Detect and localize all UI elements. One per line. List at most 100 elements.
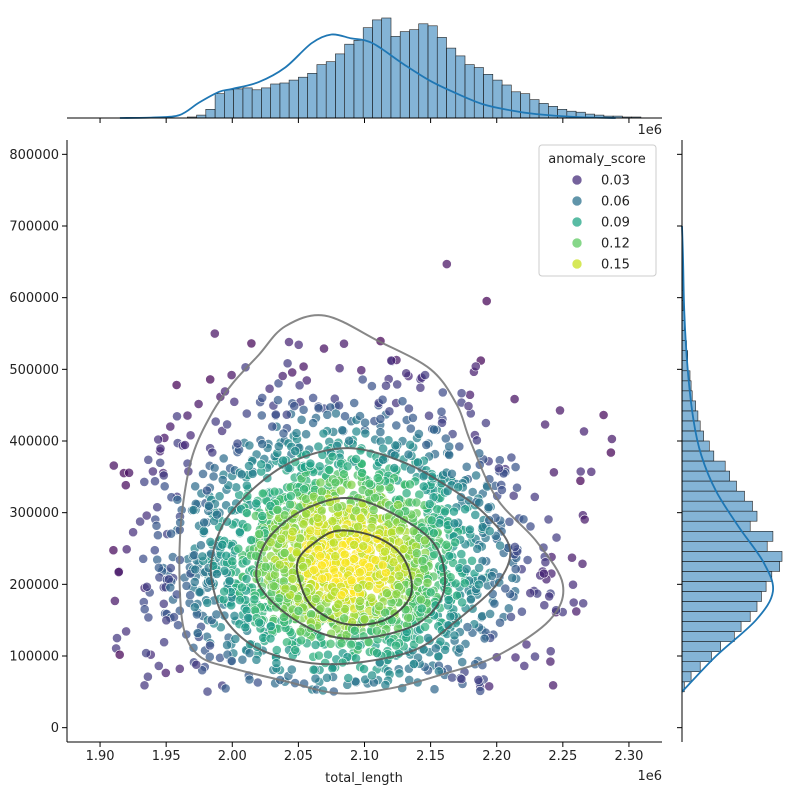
scatter-point	[325, 638, 336, 649]
scatter-point	[279, 548, 290, 558]
scatter-point	[512, 482, 522, 493]
scatter-point	[356, 365, 367, 376]
scatter-point	[473, 579, 484, 590]
scatter-point	[447, 672, 458, 683]
scatter-point	[327, 516, 338, 526]
scatter-point	[484, 526, 495, 536]
scatter-point	[485, 609, 495, 619]
right-histogram-bar	[681, 671, 692, 683]
scatter-point	[180, 440, 190, 450]
scatter-point	[405, 423, 416, 434]
scatter-point	[378, 443, 388, 454]
scatter-point	[222, 419, 232, 430]
right-histogram-bar	[681, 651, 712, 663]
kde-contours-layer	[178, 314, 565, 695]
scatter-point	[299, 484, 309, 495]
scatter-point	[342, 461, 353, 472]
scatter-point	[375, 427, 386, 437]
right-histogram-bar	[681, 631, 735, 642]
scatter-point	[197, 551, 208, 562]
x-tick-label: 2.00	[218, 749, 247, 764]
scatter-point	[506, 612, 516, 622]
scatter-point	[403, 612, 414, 623]
scatter-point	[320, 658, 331, 668]
scatter-point	[359, 614, 370, 625]
scatter-point	[271, 658, 282, 668]
x-offset-label: 1e6	[637, 769, 662, 784]
scatter-point	[401, 488, 412, 499]
scatter-point	[256, 459, 267, 470]
y-tick-label: 700000	[9, 220, 59, 235]
legend-entry-label: 0.09	[601, 216, 630, 231]
scatter-point	[579, 514, 590, 525]
y-tick-label: 300000	[9, 506, 59, 521]
scatter-point	[120, 480, 131, 491]
scatter-point	[357, 467, 367, 478]
top-histogram-bar	[307, 73, 318, 119]
scatter-point	[457, 657, 468, 667]
scatter-point	[392, 379, 403, 390]
scatter-point	[212, 509, 222, 520]
right-histogram-bar	[681, 530, 774, 542]
top-histogram-bar	[390, 36, 401, 119]
scatter-point	[260, 561, 271, 572]
scatter-point	[310, 673, 321, 684]
x-tick-label: 2.20	[482, 749, 511, 764]
scatter-point	[257, 511, 268, 521]
scatter-point	[142, 671, 153, 682]
scatter-point	[205, 537, 216, 547]
scatter-point	[189, 602, 200, 613]
scatter-point	[355, 596, 365, 606]
scatter-point	[217, 474, 228, 485]
scatter-point	[110, 596, 120, 606]
scatter-point	[366, 522, 377, 533]
legend-entry-label: 0.06	[601, 195, 630, 210]
scatter-point	[372, 648, 382, 658]
y-tick-label: 200000	[9, 578, 59, 593]
scatter-point	[280, 583, 291, 594]
scatter-point	[351, 426, 362, 437]
scatter-point	[244, 460, 254, 471]
scatter-point	[227, 556, 238, 567]
scatter-point	[208, 471, 219, 482]
scatter-point	[139, 476, 150, 487]
top-histogram-bar	[427, 25, 438, 119]
scatter-point	[257, 488, 268, 499]
scatter-point	[251, 498, 262, 509]
scatter-point	[487, 589, 498, 599]
scatter-point	[301, 429, 311, 440]
scatter-point	[401, 368, 412, 379]
scatter-point	[391, 589, 402, 600]
scatter-point	[163, 574, 174, 585]
scatter-point	[112, 633, 122, 643]
scatter-point	[337, 657, 348, 668]
scatter-point	[317, 573, 328, 584]
scatter-point	[298, 562, 309, 572]
scatter-point	[443, 595, 454, 605]
scatter-point	[190, 564, 201, 575]
scatter-point	[276, 533, 287, 544]
top-histogram-bar	[492, 79, 503, 119]
scatter-point	[465, 389, 475, 400]
scatter-point	[470, 361, 481, 372]
scatter-point	[195, 540, 206, 551]
scatter-point	[286, 664, 297, 675]
top-histogram-bar	[399, 31, 410, 119]
top-histogram-bar	[298, 76, 308, 119]
scatter-point	[360, 417, 370, 428]
scatter-point	[351, 505, 361, 516]
scatter-point	[151, 520, 162, 531]
scatter-point	[389, 463, 400, 473]
scatter-point	[139, 604, 150, 615]
scatter-point	[113, 567, 124, 577]
scatter-point	[420, 370, 430, 380]
legend-entry-label: 0.15	[601, 258, 630, 273]
scatter-point	[202, 686, 213, 697]
scatter-point	[481, 296, 492, 306]
legend-frame	[538, 144, 657, 277]
scatter-point	[355, 513, 366, 524]
scatter-point	[270, 524, 281, 535]
scatter-point	[472, 543, 483, 554]
scatter-point	[503, 603, 514, 614]
scatter-point	[268, 581, 279, 591]
